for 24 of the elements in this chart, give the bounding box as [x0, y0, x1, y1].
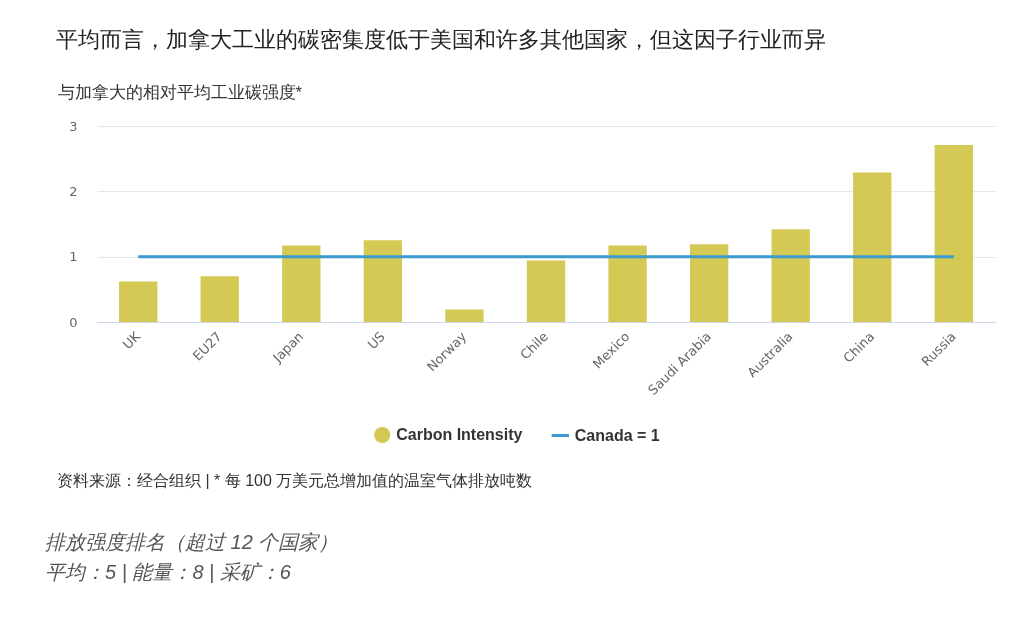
text: 排放强度排名（超过 12 个国家）: [45, 531, 339, 553]
bar: [689, 244, 729, 322]
bar: [282, 245, 321, 322]
bar: [200, 276, 239, 322]
bar: [853, 172, 892, 322]
bar: [526, 260, 566, 322]
bar: [363, 240, 403, 322]
bar: [119, 281, 158, 322]
x-tick-label: US: [364, 328, 388, 353]
y-tick-label: 0: [69, 314, 78, 330]
y-tick-label: 3: [69, 118, 78, 134]
legend-label: Canada = 1: [574, 426, 660, 444]
bar: [771, 229, 810, 322]
text: 平均：5 | 能量：8 | 采矿：6: [45, 561, 292, 583]
y-axis-title: 与加拿大的相对平均工业碳强度*: [57, 82, 303, 101]
bar: [445, 309, 484, 322]
y-tick-label: 1: [69, 249, 78, 265]
y-tick-label: 2: [69, 183, 78, 199]
chart-title: 平均而言，加拿大工业的碳密集度低于美国和许多其他国家，但这因子行业而异: [56, 27, 826, 52]
bar: [608, 245, 647, 322]
x-tick-label: UK: [119, 328, 144, 353]
legend-label: Carbon Intensity: [396, 426, 523, 443]
bar: [934, 144, 973, 322]
text: 资料来源：经合组织 | * 每 100 万美元总增加值的温室气体排放吨数: [57, 472, 533, 489]
